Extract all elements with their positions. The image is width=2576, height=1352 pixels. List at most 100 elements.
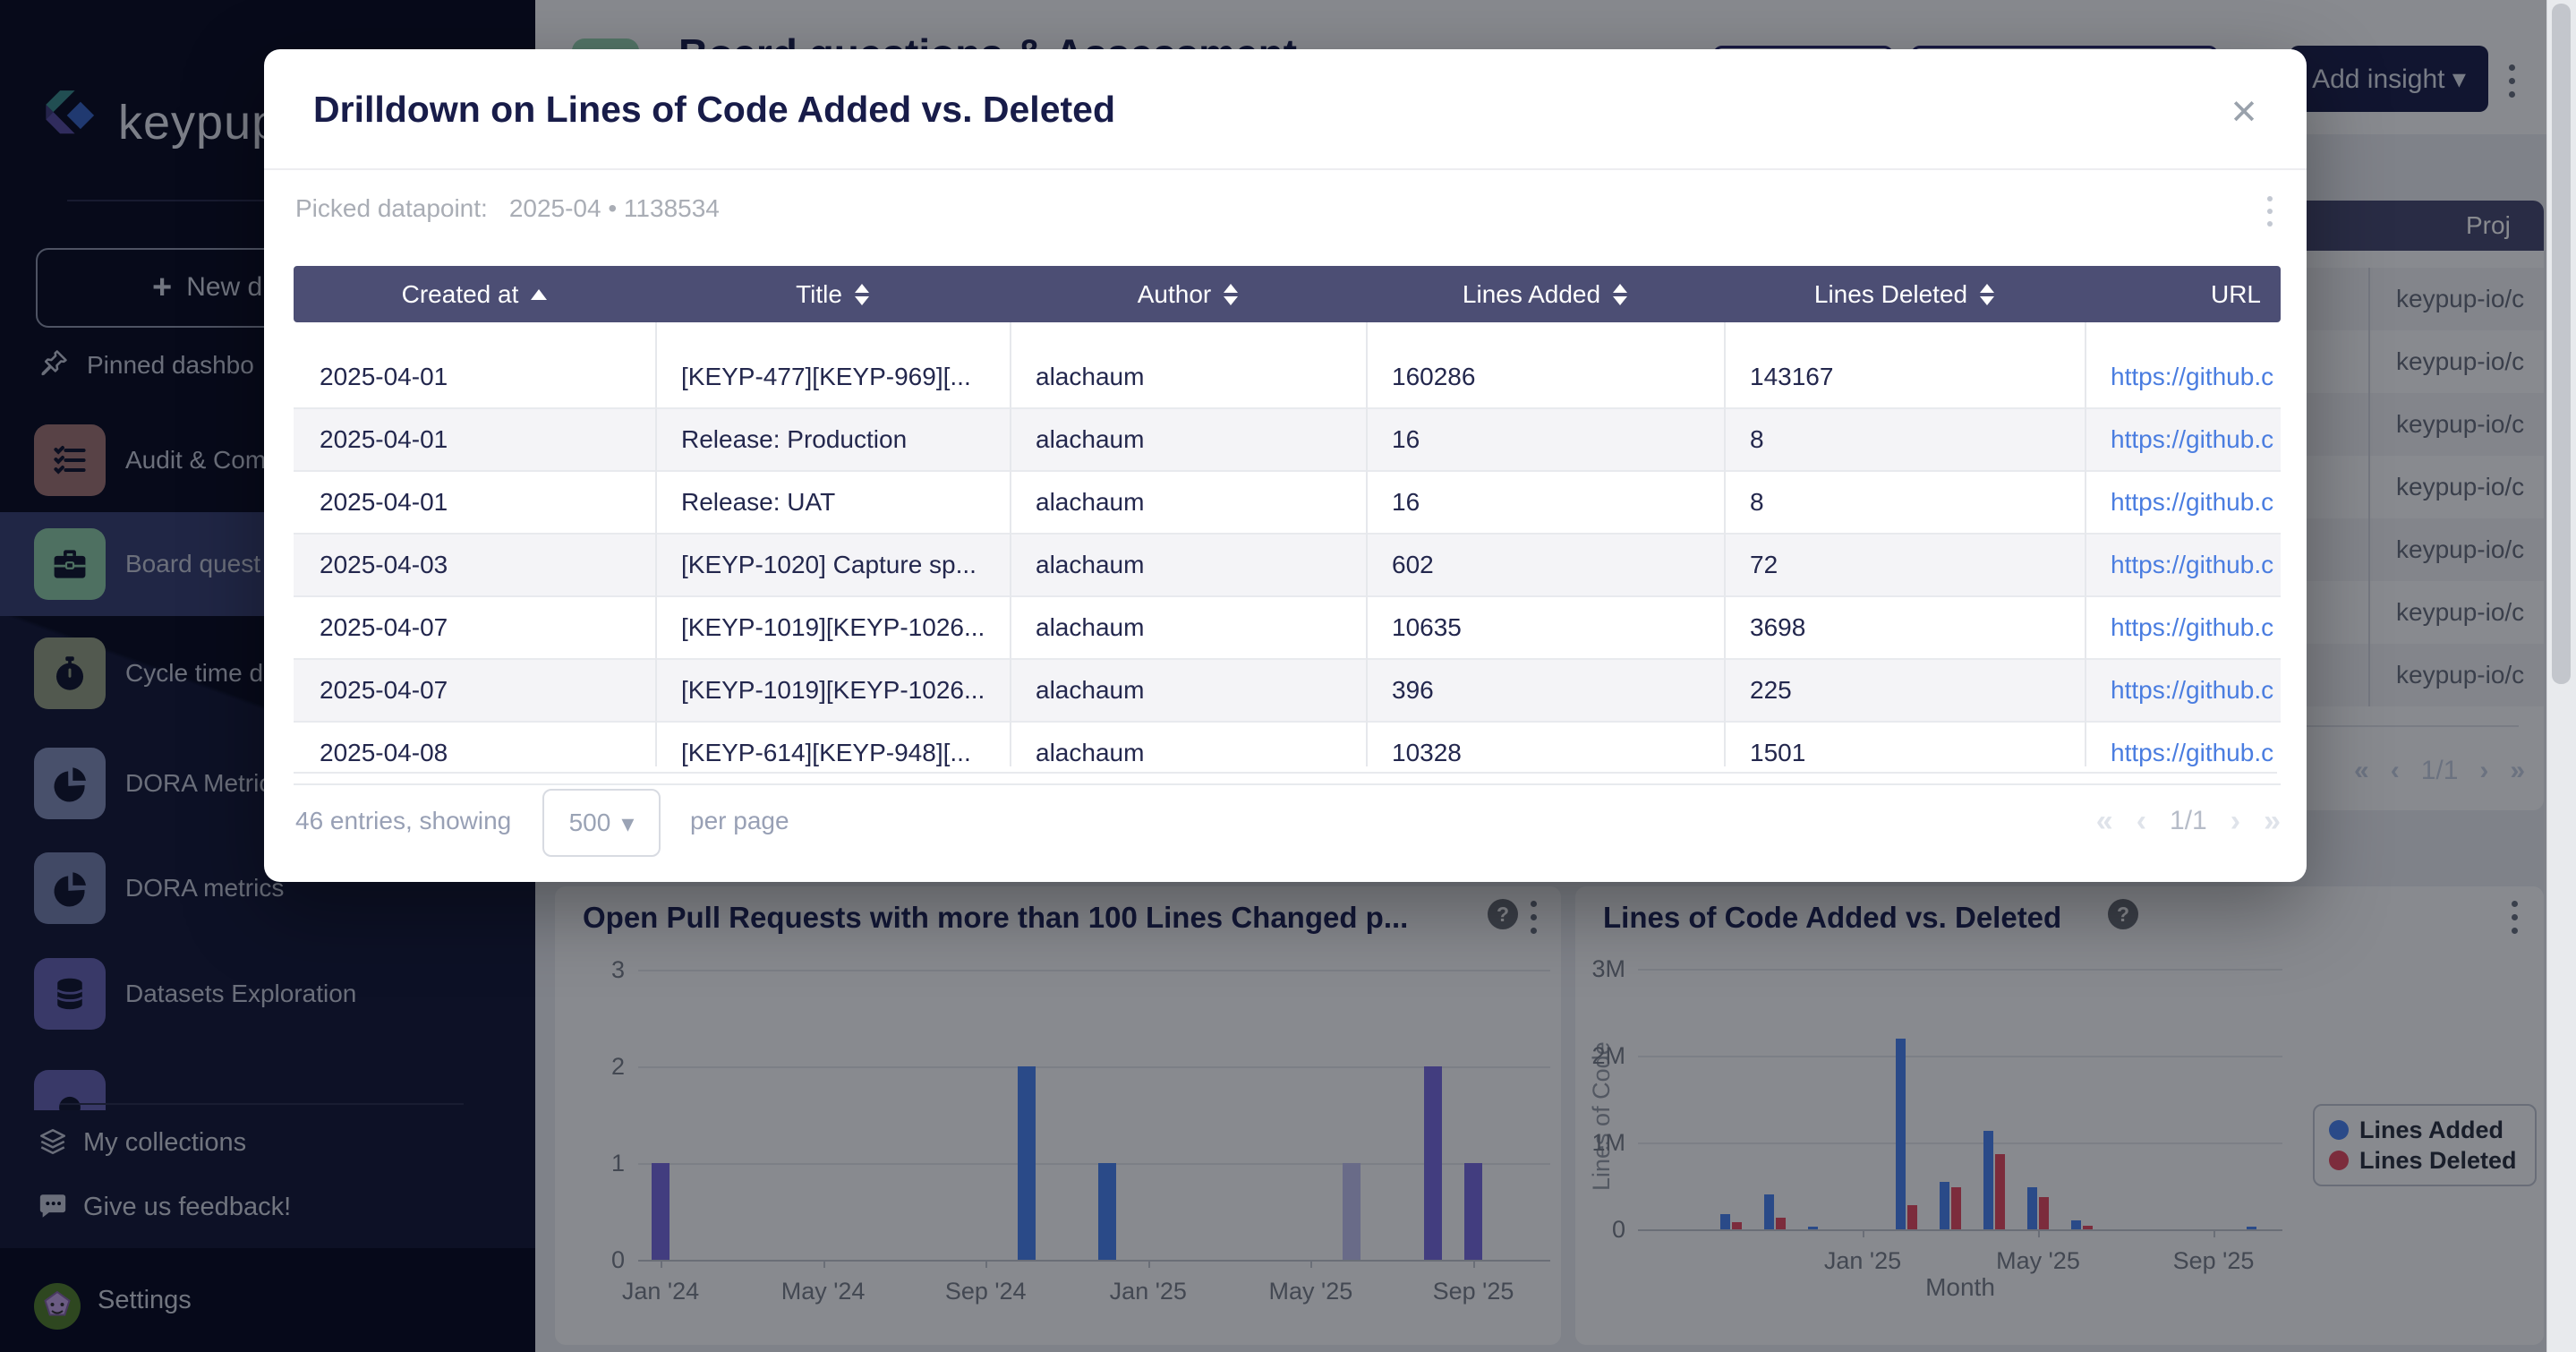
bar-deleted-2024-10[interactable] (1732, 1222, 1742, 1229)
sidebar-item-my-collections[interactable]: My collections (0, 1114, 535, 1171)
next-page-icon[interactable]: › (2230, 803, 2241, 838)
first-page-icon[interactable]: « (2354, 756, 2369, 785)
x-tick-label: Sep '25 (2172, 1247, 2255, 1274)
chart-kebab-icon[interactable] (1531, 901, 1537, 934)
x-tick-label: May '25 (1268, 1278, 1353, 1305)
url-link[interactable]: https://github.c (2111, 739, 2274, 766)
column-header-lines-deleted[interactable]: Lines Deleted (1724, 266, 2085, 322)
table-cell: alachaum (1036, 488, 1145, 516)
url-link[interactable]: https://github.c (2111, 425, 2274, 453)
column-header-author[interactable]: Author (1010, 266, 1366, 322)
bar-2025-06[interactable] (1342, 1163, 1361, 1260)
sidebar-item-dora-metric[interactable]: DORA Metric (0, 732, 535, 835)
pie-icon (34, 852, 106, 924)
chart-kebab-icon[interactable] (2512, 901, 2518, 934)
table-row[interactable]: 2025-04-01 Release: UAT alachaum 16 8 https:/… (294, 472, 2281, 535)
column-divider (1724, 322, 1726, 766)
close-icon[interactable]: ✕ (2222, 90, 2265, 133)
bar-added-2025-02[interactable] (1896, 1038, 1906, 1229)
help-icon[interactable]: ? (2108, 899, 2138, 929)
column-divider (1366, 322, 1368, 766)
bar-added-2025-05[interactable] (2027, 1187, 2037, 1229)
bar-deleted-2025-05[interactable] (2039, 1197, 2049, 1229)
bar-2024-12[interactable] (1098, 1163, 1117, 1260)
bar-deleted-2025-02[interactable] (1907, 1204, 1917, 1229)
picked-datapoint-value: 2025-04 • 1138534 (508, 194, 720, 222)
sidebar-item-settings[interactable]: Settings (0, 1248, 535, 1352)
add-insight-button[interactable]: Add insight ▾ (2290, 46, 2488, 112)
gridline (638, 970, 1550, 971)
bar-2024-01[interactable] (652, 1163, 670, 1260)
gridline (638, 1066, 1550, 1068)
next-page-icon[interactable]: › (2479, 756, 2489, 785)
sidebar-item-pinned-dashboards[interactable]: Pinned dashbo (0, 338, 535, 392)
bar-added-2024-12[interactable] (1808, 1227, 1818, 1229)
browser-scrollbar[interactable] (2546, 0, 2576, 1352)
bar-deleted-2025-06[interactable] (2083, 1226, 2093, 1229)
sidebar-item-cycle-time-d[interactable]: Cycle time d (0, 621, 535, 725)
topbar-kebab-icon[interactable] (2509, 64, 2515, 98)
bar-added-2025-03[interactable] (1940, 1181, 1949, 1229)
url-link[interactable]: https://github.c (2111, 551, 2274, 578)
table-row[interactable]: keypup-io/c (555, 330, 2544, 393)
sidebar-item-dora-metrics[interactable]: DORA metrics (0, 836, 535, 940)
table-cell: 225 (1750, 676, 1792, 704)
last-page-icon[interactable]: » (2510, 756, 2526, 785)
sidebar-item-datasets-exploration[interactable]: Datasets Exploration (0, 942, 535, 1046)
open-pr-chart-card: Open Pull Requests with more than 100 Li… (555, 886, 1561, 1345)
column-header-url[interactable]: URL (2085, 266, 2281, 322)
prev-page-icon[interactable]: ‹ (2390, 756, 2400, 785)
pinned-dashboards-label: Pinned dashbo (87, 351, 254, 379)
bar-added-2024-10[interactable] (1720, 1213, 1730, 1229)
url-link[interactable]: https://github.c (2111, 488, 2274, 516)
table-cell: 2025-04-01 (320, 488, 448, 516)
url-link[interactable]: https://github.c (2111, 363, 2274, 390)
bar-added-2024-11[interactable] (1764, 1194, 1774, 1229)
scrollbar-thumb[interactable] (2552, 4, 2571, 684)
table-row[interactable]: keypup-io/c (555, 581, 2544, 644)
y-tick-label: 3M (1591, 955, 1625, 982)
bar-deleted-2025-03[interactable] (1951, 1187, 1961, 1229)
modal-title: Drilldown on Lines of Code Added vs. Del… (313, 89, 1115, 130)
help-icon[interactable]: ? (1488, 899, 1518, 929)
table-row[interactable]: 2025-04-03 [KEYP-1020] Capture sp... alach… (294, 535, 2281, 597)
prev-page-icon[interactable]: ‹ (2136, 803, 2147, 838)
bar-2025-08[interactable] (1423, 1066, 1442, 1260)
modal-kebab-icon[interactable] (2267, 196, 2273, 227)
first-page-icon[interactable]: « (2095, 803, 2113, 838)
table-row[interactable]: 2025-04-08 [KEYP-614][KEYP-948][... alacha… (294, 723, 2281, 785)
legend-item[interactable]: Lines Added (2329, 1115, 2517, 1145)
sidebar-item-audit-com[interactable]: Audit & Com (0, 408, 535, 512)
gridline (638, 1260, 1550, 1262)
modal-pagination: « ‹ 1/1 › » (2096, 789, 2281, 853)
column-header-lines-added[interactable]: Lines Added (1366, 266, 1724, 322)
url-link[interactable]: https://github.c (2111, 613, 2274, 641)
keypup-logo[interactable]: keypup (34, 86, 279, 158)
column-header-created-at[interactable]: Created at (294, 266, 655, 322)
column-header-title[interactable]: Title (655, 266, 1010, 322)
plus-icon: + (152, 269, 173, 306)
bar-added-2025-06[interactable] (2071, 1220, 2081, 1229)
legend-item[interactable]: Lines Deleted (2329, 1145, 2517, 1176)
bar-added-2025-04[interactable] (1983, 1130, 1993, 1229)
new-dashboard-label: New d (186, 272, 263, 302)
table-cell: [KEYP-1019][KEYP-1026... (681, 613, 985, 641)
bar-2024-10[interactable] (1017, 1066, 1036, 1260)
bar-added-2025-10[interactable] (2247, 1227, 2256, 1229)
bar-2025-09[interactable] (1464, 1163, 1482, 1260)
page-size-select[interactable]: 500 ▾ (542, 789, 661, 857)
url-link[interactable]: https://github.c (2111, 676, 2274, 704)
sort-icon (1980, 283, 1995, 305)
table-row[interactable]: 2025-04-01 Release: Production alachaum 16 8… (294, 409, 2281, 472)
table-row[interactable]: 2025-04-07 [KEYP-1019][KEYP-1026... alacha… (294, 597, 2281, 660)
table-row[interactable]: 2025-04-07 [KEYP-1019][KEYP-1026... alacha… (294, 660, 2281, 723)
bar-deleted-2025-04[interactable] (1995, 1153, 2005, 1229)
sort-icon (854, 283, 869, 305)
table-row[interactable]: 2025-04-01 [KEYP-477][KEYP-969][... alacha… (294, 347, 2281, 409)
bar-deleted-2024-11[interactable] (1776, 1218, 1786, 1229)
project-cell: keypup-io/c (2396, 410, 2525, 438)
last-page-icon[interactable]: » (2264, 803, 2281, 838)
y-tick-label: 1M (1591, 1129, 1625, 1156)
table-row[interactable]: keypup-io/c (555, 456, 2544, 518)
sidebar-item-feedback[interactable]: Give us feedback! (0, 1178, 535, 1236)
